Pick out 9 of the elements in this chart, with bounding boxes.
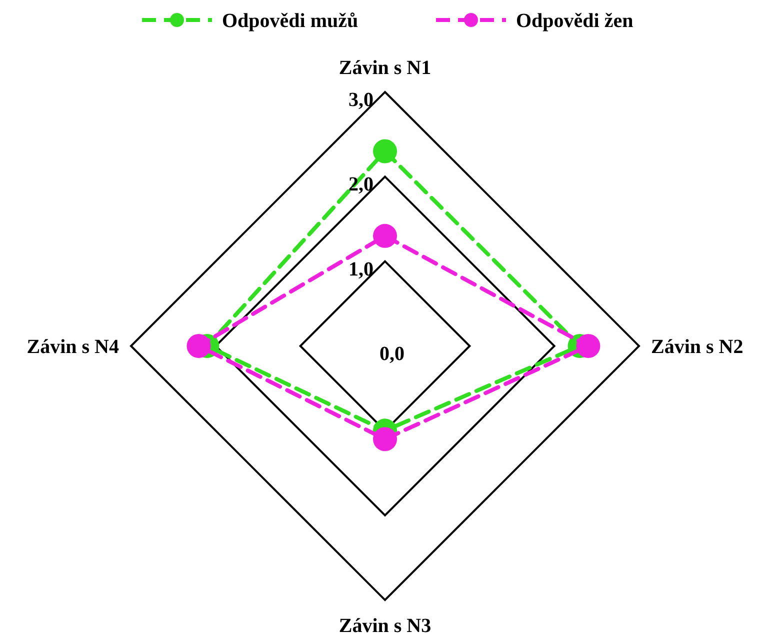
y-tick-label: 3,0 [348,89,374,111]
legend-label: Odpovědi mužů [222,10,358,32]
y-tick-label: 1,0 [348,258,374,280]
spoke-label: Závin s N3 [338,615,432,634]
spoke-label: Závin s N4 [26,336,119,358]
y-tick-label: 0,0 [380,343,404,365]
spoke-label: Závin s N1 [338,57,432,79]
legend-label: Odpovědi žen [516,10,634,32]
spoke-label: Závin s N2 [651,336,744,358]
